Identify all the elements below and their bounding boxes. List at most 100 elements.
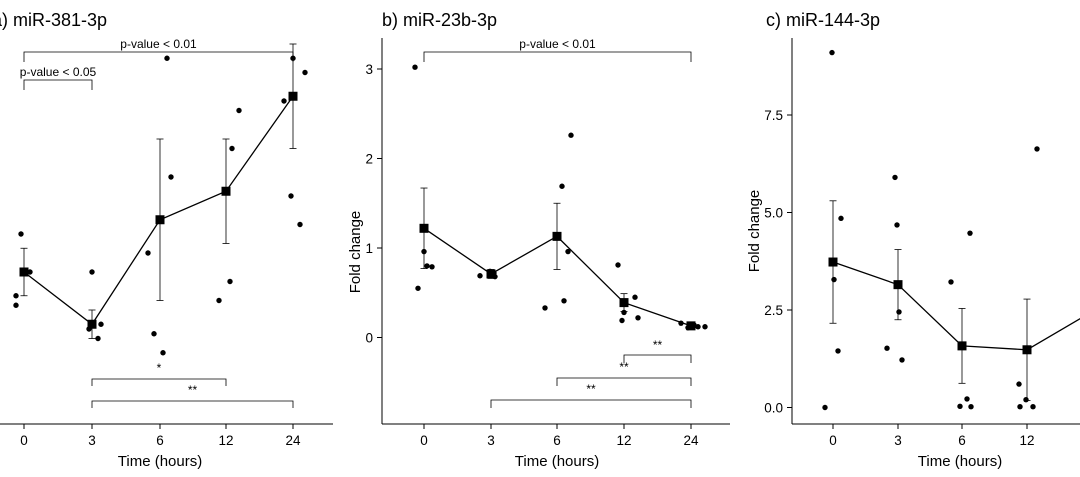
data-point: [160, 350, 166, 356]
significance-bracket: [91, 378, 227, 386]
x-tick-label: 24: [683, 433, 699, 448]
data-point: [835, 348, 841, 354]
mean-marker: [19, 267, 29, 277]
x-tick-label: 6: [156, 433, 164, 448]
data-point: [1030, 404, 1036, 410]
mean-marker: [155, 215, 165, 225]
y-tick-label: 1: [365, 241, 373, 256]
data-point: [894, 222, 900, 228]
y-tick-label: 0.0: [764, 401, 783, 416]
x-tick-label: 0: [420, 433, 428, 448]
significance-bracket: [23, 51, 294, 62]
data-point: [1016, 381, 1022, 387]
data-point: [632, 294, 638, 300]
y-tick-label: 5.0: [764, 206, 783, 221]
data-point: [621, 309, 627, 316]
panel-c-ylabel: Fold change: [746, 190, 763, 273]
data-point: [297, 221, 303, 228]
mean-marker: [87, 319, 97, 329]
data-point: [168, 174, 174, 180]
data-point: [27, 269, 33, 275]
significance-bracket: [490, 399, 692, 408]
x-tick-label: 6: [958, 433, 966, 448]
significance-bracket: [91, 400, 294, 408]
x-tick-label: 0: [20, 433, 28, 448]
data-point: [822, 404, 828, 411]
data-point: [95, 335, 101, 342]
y-tick-label: 2: [365, 152, 373, 167]
y-tick-label: 7.5: [764, 108, 783, 123]
data-point: [892, 174, 898, 181]
data-point: [89, 269, 95, 275]
mean-marker: [619, 298, 629, 308]
mean-marker: [288, 91, 298, 101]
mean-marker: [893, 280, 903, 290]
y-tick-label: 0: [365, 331, 373, 346]
significance-bracket: [623, 354, 692, 363]
mean-trend-line: [23, 95, 294, 326]
mean-marker: [552, 231, 562, 241]
data-point: [151, 331, 157, 337]
x-tick-label: 12: [218, 433, 233, 448]
data-point: [164, 55, 170, 61]
significance-label: p-value < 0.05: [20, 65, 97, 79]
significance-bracket: [556, 377, 692, 386]
data-point: [565, 248, 571, 255]
panel-a-title: a) miR-381-3p: [0, 10, 107, 30]
mean-marker: [686, 321, 696, 331]
x-tick-label: 3: [487, 433, 495, 448]
data-point: [236, 107, 242, 114]
mean-marker: [221, 186, 231, 196]
x-tick-label: 12: [616, 433, 631, 448]
data-point: [412, 64, 418, 70]
data-point: [559, 183, 565, 189]
data-point: [18, 231, 24, 237]
y-tick-label: 3: [365, 62, 373, 77]
significance-label: **: [653, 338, 663, 352]
significance-label: p-value < 0.01: [120, 37, 197, 51]
data-point: [281, 98, 287, 104]
panel-b-ylabel: Fold change: [347, 211, 364, 294]
mean-trend-line: [832, 261, 1080, 351]
significance-label: *: [157, 361, 162, 375]
data-point: [542, 305, 548, 311]
panel-c-title: c) miR-144-3p: [766, 10, 880, 30]
significance-bracket: [23, 79, 93, 90]
data-point: [948, 279, 954, 285]
data-point: [896, 309, 902, 315]
data-point: [227, 278, 233, 285]
significance-bracket: [423, 51, 692, 62]
mean-marker: [828, 257, 838, 267]
significance-label: **: [188, 383, 198, 397]
y-tick-label: 2.5: [764, 303, 783, 318]
data-point: [216, 297, 222, 304]
data-point: [13, 293, 19, 299]
mean-marker: [419, 223, 429, 233]
data-point: [429, 264, 435, 270]
data-point: [635, 315, 641, 321]
data-point: [964, 396, 970, 402]
data-point: [477, 273, 483, 279]
mean-marker: [957, 341, 967, 351]
panel-c-xlabel: Time (hours): [918, 453, 1002, 470]
panel-b-title: b) miR-23b-3p: [382, 10, 497, 30]
data-point: [561, 298, 567, 304]
data-point: [967, 230, 973, 236]
panel-a: 0 3 6 12 24p-value < 0.01p-value < 0.05***: [0, 37, 333, 448]
data-point: [695, 324, 701, 330]
data-point: [1034, 146, 1040, 152]
data-point: [229, 145, 235, 152]
significance-label: **: [619, 360, 629, 374]
data-point: [13, 302, 19, 308]
mean-trend-line: [423, 227, 692, 327]
data-point: [957, 403, 963, 410]
panel-c: 0.0 2.5 5.0 7.5 0 3 6 12: [764, 38, 1080, 448]
x-tick-label: 12: [1019, 433, 1034, 448]
data-point: [288, 193, 294, 199]
data-point: [831, 276, 837, 283]
data-point: [619, 317, 625, 324]
x-tick-label: 0: [829, 433, 837, 448]
x-tick-label: 3: [88, 433, 96, 448]
